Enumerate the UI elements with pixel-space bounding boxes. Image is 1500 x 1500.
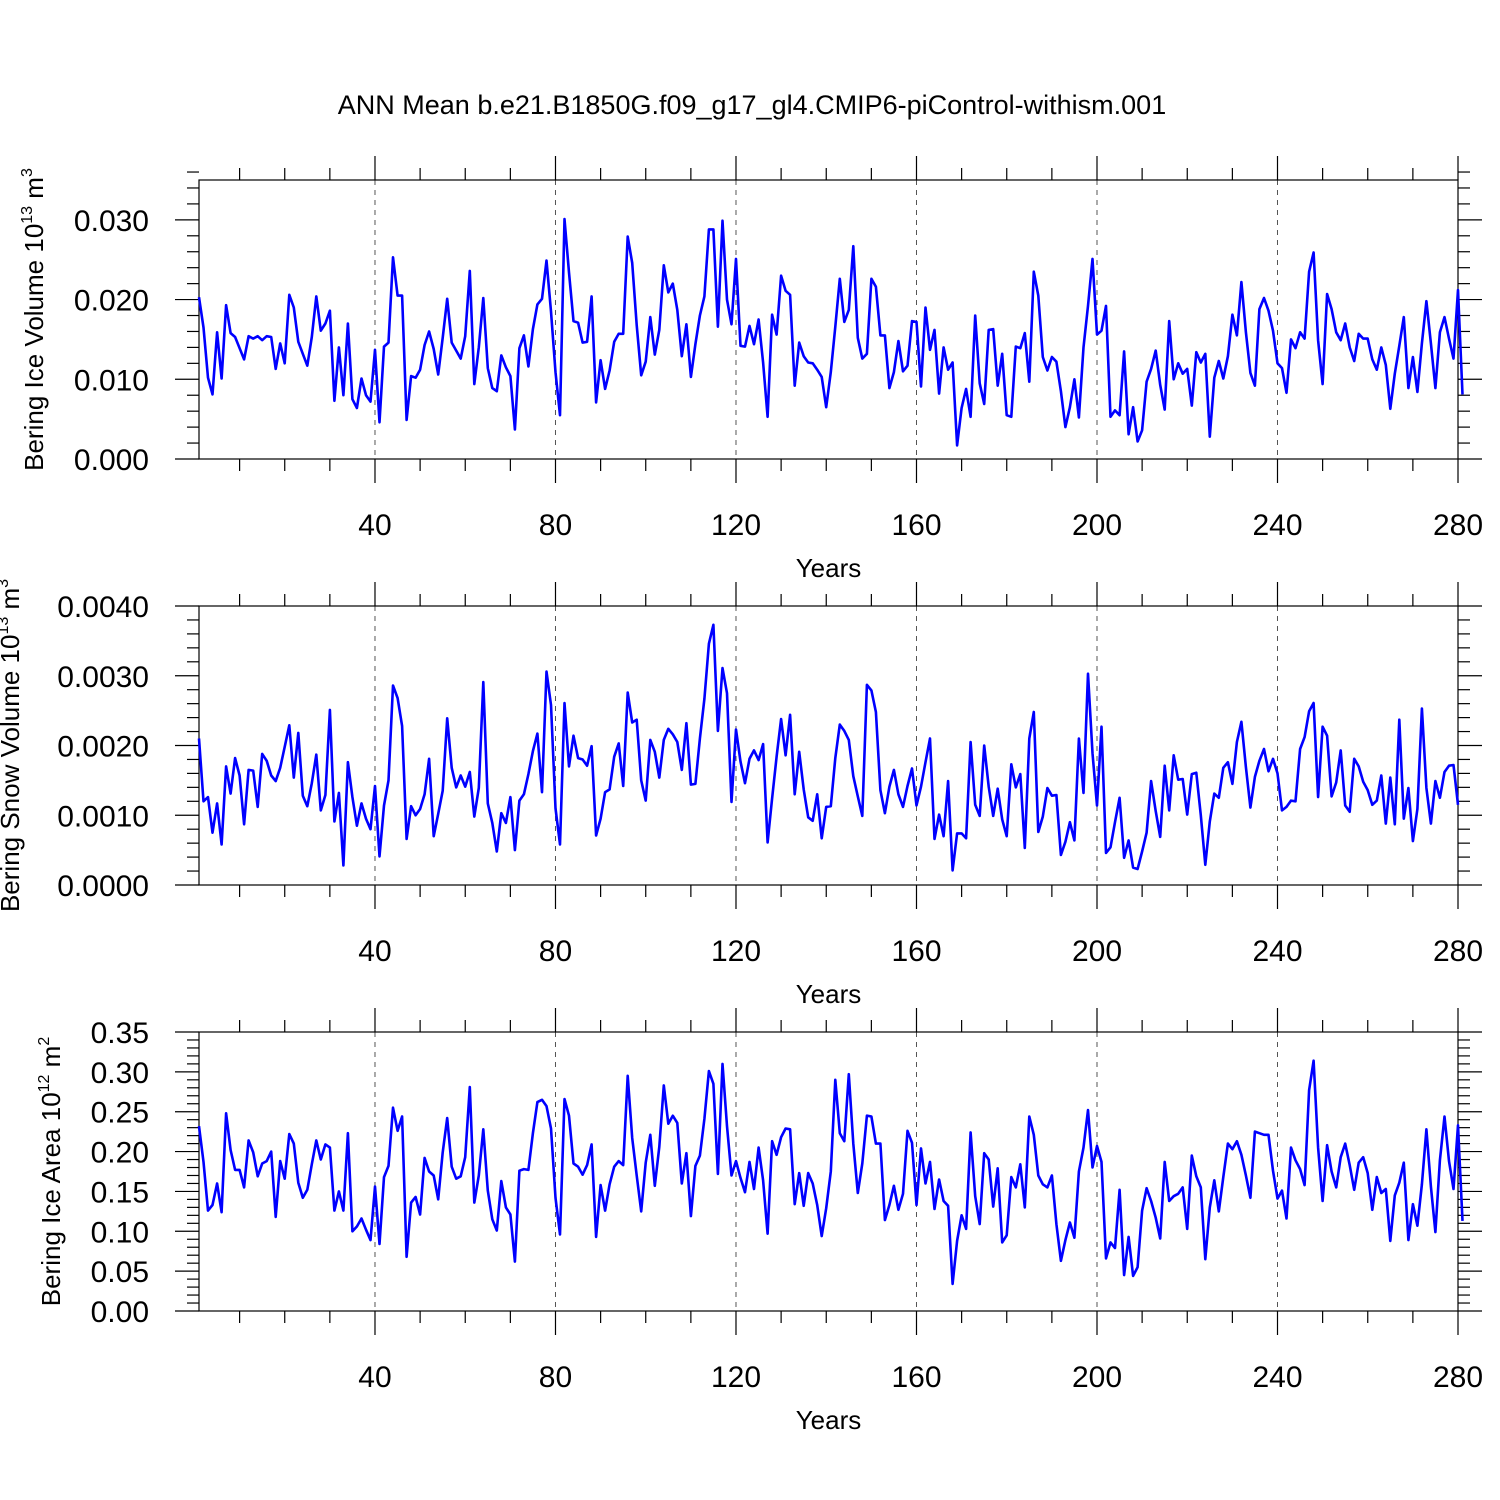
y-axis-title: Bering Ice Area 1012 m2 <box>36 1037 66 1307</box>
series-line-bering-ice-area <box>197 1059 1464 1286</box>
y-axis-title-unit: m <box>19 177 49 206</box>
x-tick-label: 240 <box>1252 509 1302 542</box>
y-tick-label: 0.30 <box>91 1057 149 1090</box>
y-tick-label: 0.20 <box>91 1137 149 1170</box>
x-axis-title: Years <box>796 1405 862 1435</box>
y-axis-title-unit: m <box>0 588 25 617</box>
y-tick-label: 0.020 <box>74 285 149 318</box>
plot-frame <box>198 1031 1459 1312</box>
x-tick-label: 40 <box>358 509 391 542</box>
y-tick-label: 0.0010 <box>57 800 149 833</box>
y-tick-label: 0.15 <box>91 1176 149 1209</box>
x-tick-label: 200 <box>1072 1361 1122 1394</box>
y-axis-title-main: Bering Ice Area 10 <box>36 1092 66 1306</box>
y-tick-label: 0.010 <box>74 364 149 397</box>
x-tick-label: 40 <box>358 935 391 968</box>
x-axis-title: Years <box>796 553 862 583</box>
x-tick-label: 280 <box>1433 1361 1483 1394</box>
y-tick-label: 0.030 <box>74 205 149 238</box>
x-axis-title: Years <box>796 979 862 1009</box>
figure-title: ANN Mean b.e21.B1850G.f09_g17_gl4.CMIP6-… <box>338 90 1166 120</box>
y-axis-title-unit-exponent: 2 <box>36 1037 53 1046</box>
y-tick-label: 0.10 <box>91 1216 149 1249</box>
x-tick-label: 200 <box>1072 935 1122 968</box>
y-axis-title: Bering Ice Volume 1013 m3 <box>19 168 49 471</box>
x-tick-label: 80 <box>539 1361 572 1394</box>
y-axis-title-unit-exponent: 3 <box>19 168 36 177</box>
x-tick-label: 160 <box>891 935 941 968</box>
x-tick-label: 160 <box>891 1361 941 1394</box>
y-tick-label: 0.00 <box>91 1296 149 1329</box>
x-tick-label: 160 <box>891 509 941 542</box>
y-tick-label: 0.0020 <box>57 731 149 764</box>
y-axis-title-unit-exponent: 3 <box>0 579 12 588</box>
y-axis-title-exponent: 13 <box>0 617 12 635</box>
series-line-bering-snow-volume <box>197 623 1460 872</box>
panel-1: 0.000 0.010 0.020 0.030 40 80 120 160 200 240 280 Y… <box>19 156 1483 583</box>
y-axis-title: Bering Snow Volume 1013 m3 <box>0 579 25 912</box>
x-tick-label: 80 <box>539 509 572 542</box>
y-axis-title-unit: m <box>36 1046 66 1075</box>
y-axis-title-exponent: 12 <box>36 1074 53 1092</box>
x-tick-label: 120 <box>711 935 761 968</box>
x-tick-label: 120 <box>711 1361 761 1394</box>
y-tick-label: 0.000 <box>74 444 149 477</box>
x-tick-label: 240 <box>1252 1361 1302 1394</box>
y-tick-label: 0.25 <box>91 1097 149 1130</box>
x-tick-label: 200 <box>1072 509 1122 542</box>
x-tick-label: 120 <box>711 509 761 542</box>
series-line-bering-ice-volume <box>197 217 1464 447</box>
panel-2: 0.0000 0.0010 0.0020 0.0030 0.0040 40 80 120 160… <box>0 579 1483 1009</box>
y-tick-label: 0.0030 <box>57 661 149 694</box>
y-tick-label: 0.35 <box>91 1017 149 1050</box>
y-tick-label: 0.05 <box>91 1256 149 1289</box>
x-tick-label: 280 <box>1433 935 1483 968</box>
panel-3: 0.00 0.05 0.10 0.15 0.20 0.25 0.30 0.35 40 80 120 1… <box>36 1008 1483 1435</box>
y-axis-title-main: Bering Ice Volume 10 <box>19 224 49 471</box>
y-tick-label: 0.0040 <box>57 591 149 624</box>
x-tick-label: 240 <box>1252 935 1302 968</box>
x-tick-label: 40 <box>358 1361 391 1394</box>
plot-frame <box>198 605 1459 886</box>
x-tick-label: 280 <box>1433 509 1483 542</box>
y-tick-label: 0.0000 <box>57 870 149 903</box>
y-axis-title-main: Bering Snow Volume 10 <box>0 635 25 913</box>
y-axis-title-exponent: 13 <box>19 206 36 224</box>
x-tick-label: 80 <box>539 935 572 968</box>
